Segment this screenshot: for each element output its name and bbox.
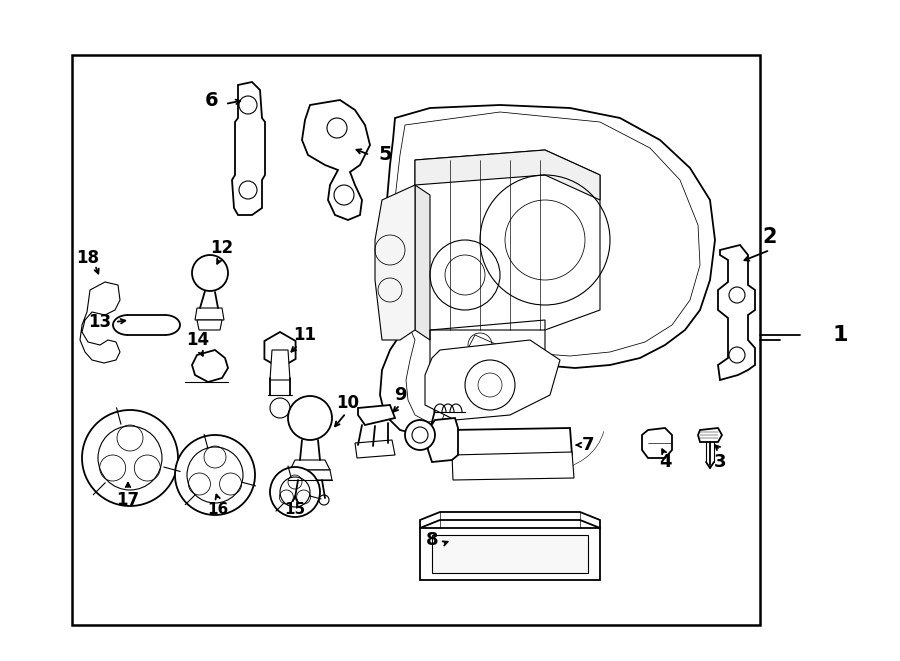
Polygon shape (375, 185, 415, 340)
Polygon shape (428, 418, 458, 462)
Text: 8: 8 (426, 531, 438, 549)
Text: 13: 13 (88, 313, 112, 331)
Text: 15: 15 (284, 502, 306, 518)
Polygon shape (415, 185, 430, 340)
Polygon shape (355, 440, 395, 458)
Polygon shape (192, 350, 228, 382)
Polygon shape (265, 332, 295, 368)
Polygon shape (450, 428, 572, 458)
Text: 4: 4 (659, 453, 671, 471)
Circle shape (270, 398, 290, 418)
Circle shape (192, 255, 228, 291)
Text: 2: 2 (763, 227, 778, 247)
Text: 9: 9 (394, 386, 406, 404)
Circle shape (270, 467, 320, 517)
Polygon shape (290, 460, 330, 470)
Text: 17: 17 (116, 491, 140, 509)
Text: 14: 14 (186, 331, 210, 349)
Text: 1: 1 (832, 325, 848, 345)
Text: 7: 7 (581, 436, 594, 454)
Text: 18: 18 (76, 249, 100, 267)
Polygon shape (642, 428, 672, 458)
Polygon shape (698, 428, 722, 442)
Polygon shape (80, 282, 120, 363)
Polygon shape (195, 308, 224, 320)
Polygon shape (415, 150, 600, 200)
Circle shape (82, 410, 178, 506)
Circle shape (405, 420, 435, 450)
Polygon shape (288, 470, 332, 480)
Polygon shape (358, 405, 395, 425)
Polygon shape (380, 105, 715, 435)
Text: 5: 5 (378, 145, 392, 165)
Circle shape (288, 396, 332, 440)
Text: 10: 10 (337, 394, 359, 412)
Polygon shape (420, 528, 600, 580)
Polygon shape (420, 512, 600, 528)
Circle shape (175, 435, 255, 515)
Polygon shape (425, 340, 560, 420)
Text: 12: 12 (211, 239, 234, 257)
Polygon shape (197, 320, 222, 330)
Polygon shape (452, 452, 574, 480)
Polygon shape (432, 535, 588, 573)
Text: 11: 11 (293, 326, 317, 344)
Text: 6: 6 (205, 91, 219, 110)
Text: 3: 3 (714, 453, 726, 471)
Polygon shape (270, 350, 290, 380)
Polygon shape (718, 245, 755, 380)
Polygon shape (232, 82, 265, 215)
Text: 16: 16 (207, 502, 229, 518)
Polygon shape (302, 100, 370, 220)
